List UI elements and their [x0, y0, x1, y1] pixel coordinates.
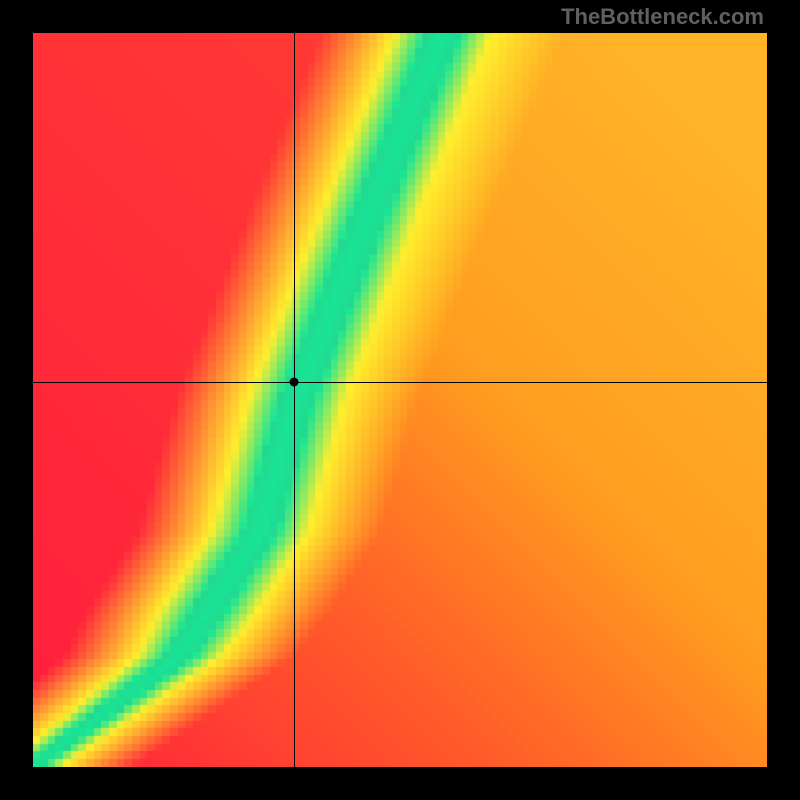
- watermark-text: TheBottleneck.com: [561, 4, 764, 30]
- plot-area: [33, 33, 767, 767]
- crosshair-marker[interactable]: [289, 377, 298, 386]
- crosshair-horizontal: [33, 382, 767, 383]
- crosshair-vertical: [294, 33, 295, 767]
- heatmap-canvas: [33, 33, 767, 767]
